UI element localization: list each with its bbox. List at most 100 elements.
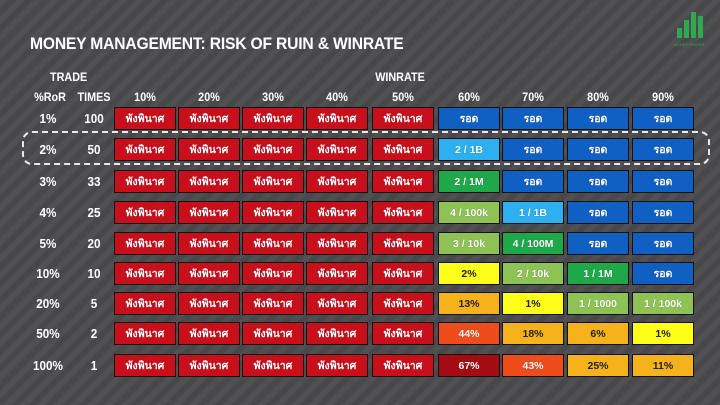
logo-bar — [677, 28, 682, 38]
table-cell: พังพินาศ — [306, 262, 368, 285]
table-cell: พังพินาศ — [242, 107, 304, 130]
table-cell: 11% — [632, 354, 694, 377]
table-cell: รอด — [567, 107, 629, 130]
table-cell: พังพินาศ — [114, 292, 176, 315]
logo-bar — [684, 20, 689, 38]
table-cell: พังพินาศ — [178, 322, 240, 345]
table-cell: พังพินาศ — [242, 232, 304, 255]
table-cell: พังพินาศ — [242, 292, 304, 315]
table-cell: พังพินาศ — [372, 138, 434, 161]
table-cell: พังพินาศ — [306, 138, 368, 161]
times-label: 50 — [87, 142, 101, 157]
winrate-col-header: 30% — [262, 90, 284, 104]
table-cell: พังพินาศ — [306, 354, 368, 377]
table-cell: พังพินาศ — [114, 138, 176, 161]
table-cell: พังพินาศ — [372, 232, 434, 255]
winrate-col-header: 40% — [326, 90, 348, 104]
table-cell: รอด — [567, 170, 629, 193]
table-cell: พังพินาศ — [306, 322, 368, 345]
table-cell: 1 / 1000 — [567, 292, 629, 315]
winrate-col-header: 60% — [458, 90, 480, 104]
table-cell: 2 / 1M — [438, 170, 500, 193]
table-cell: พังพินาศ — [372, 292, 434, 315]
table-cell: รอด — [502, 107, 564, 130]
table-cell: 2% — [438, 262, 500, 285]
table-cell: 25% — [567, 354, 629, 377]
table-cell: พังพินาศ — [306, 292, 368, 315]
table-cell: พังพินาศ — [178, 292, 240, 315]
logo-caption: MONEYTRADER — [673, 42, 705, 47]
table-cell: 1 / 100k — [632, 292, 694, 315]
winrate-col-header: 70% — [522, 90, 544, 104]
table-cell: 2 / 1B — [438, 138, 500, 161]
table-cell: พังพินาศ — [114, 107, 176, 130]
table-cell: รอด — [632, 201, 694, 224]
table-cell: 44% — [438, 322, 500, 345]
table-cell: พังพินาศ — [114, 262, 176, 285]
table-cell: 4 / 100k — [438, 201, 500, 224]
ror-header: %RoR — [34, 90, 66, 104]
brand-logo: MONEYTRADER — [673, 8, 705, 50]
table-cell: พังพินาศ — [306, 232, 368, 255]
times-label: 5 — [90, 296, 98, 311]
table-cell: รอด — [502, 138, 564, 161]
ror-label: 5% — [39, 236, 57, 251]
table-cell: พังพินาศ — [306, 201, 368, 224]
winrate-header: WINRATE — [375, 70, 425, 84]
winrate-col-header: 90% — [652, 90, 674, 104]
table-cell: พังพินาศ — [242, 138, 304, 161]
table-cell: รอด — [502, 170, 564, 193]
times-label: 25 — [87, 205, 101, 220]
trade-header: TRADE — [50, 70, 88, 84]
table-cell: รอด — [438, 107, 500, 130]
table-cell: พังพินาศ — [306, 107, 368, 130]
table-cell: รอด — [632, 262, 694, 285]
table-cell: 43% — [502, 354, 564, 377]
table-cell: รอด — [632, 232, 694, 255]
table-cell: 3 / 10k — [438, 232, 500, 255]
table-cell: รอด — [567, 232, 629, 255]
table-cell: พังพินาศ — [178, 170, 240, 193]
table-cell: พังพินาศ — [178, 201, 240, 224]
table-cell: พังพินาศ — [114, 322, 176, 345]
table-cell: พังพินาศ — [372, 322, 434, 345]
table-cell: พังพินาศ — [178, 138, 240, 161]
table-cell: รอด — [567, 201, 629, 224]
table-cell: รอด — [632, 138, 694, 161]
logo-bar — [691, 12, 696, 38]
times-label: 10 — [87, 266, 101, 281]
ror-label: 10% — [36, 266, 60, 281]
table-cell: พังพินาศ — [372, 354, 434, 377]
table-cell: รอด — [632, 170, 694, 193]
ror-label: 50% — [36, 326, 60, 341]
table-cell: 1% — [632, 322, 694, 345]
table-cell: พังพินาศ — [178, 354, 240, 377]
table-cell: พังพินาศ — [242, 170, 304, 193]
table-cell: พังพินาศ — [114, 201, 176, 224]
table-cell: พังพินาศ — [242, 262, 304, 285]
page-title: MONEY MANAGEMENT: RISK OF RUIN & WINRATE — [30, 34, 404, 53]
table-cell: 67% — [438, 354, 500, 377]
ror-label: 1% — [39, 111, 57, 126]
times-header: TIMES — [77, 90, 111, 104]
table-cell: 2 / 10k — [502, 262, 564, 285]
table-cell: พังพินาศ — [114, 232, 176, 255]
ror-label: 4% — [39, 205, 57, 220]
ror-label: 100% — [33, 358, 63, 373]
table-cell: 1 / 1M — [567, 262, 629, 285]
table-cell: พังพินาศ — [114, 354, 176, 377]
table-cell: พังพินาศ — [372, 262, 434, 285]
highlighted-row-outline — [22, 131, 710, 165]
table-cell: 1 / 1B — [502, 201, 564, 224]
winrate-col-header: 20% — [198, 90, 220, 104]
times-label: 100 — [84, 111, 104, 126]
table-cell: พังพินาศ — [178, 262, 240, 285]
ror-label: 20% — [36, 296, 60, 311]
times-label: 20 — [87, 236, 101, 251]
table-cell: 13% — [438, 292, 500, 315]
winrate-col-header: 10% — [134, 90, 156, 104]
table-cell: พังพินาศ — [306, 170, 368, 193]
table-cell: รอด — [567, 138, 629, 161]
table-cell: พังพินาศ — [372, 170, 434, 193]
table-cell: 4 / 100M — [502, 232, 564, 255]
